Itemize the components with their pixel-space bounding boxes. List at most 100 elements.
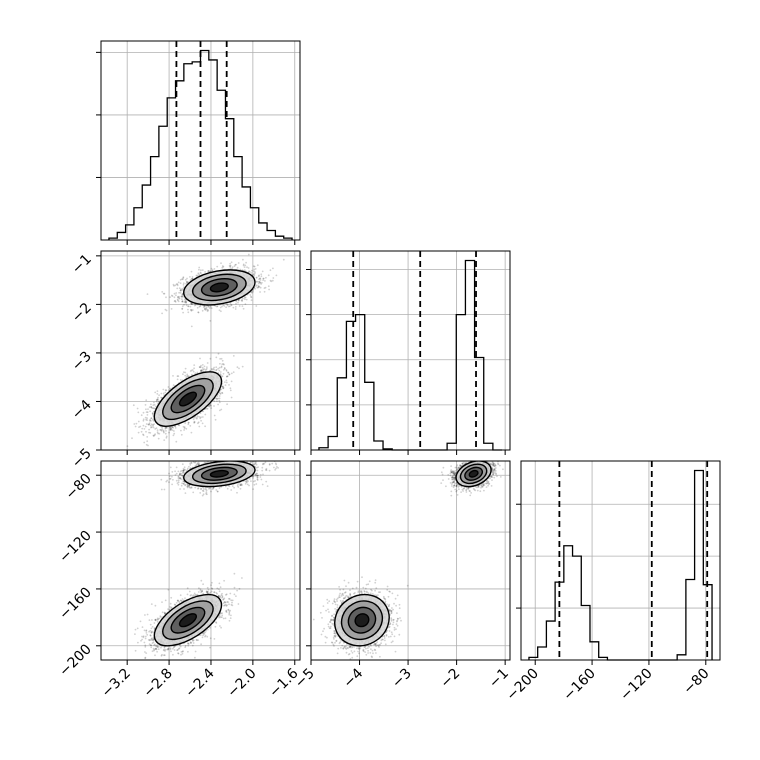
sample-point xyxy=(145,443,148,446)
sample-point xyxy=(145,418,148,421)
sample-point xyxy=(198,425,201,428)
sample-point xyxy=(159,429,162,431)
sample-point xyxy=(271,279,274,282)
sample-point xyxy=(177,296,179,299)
sample-point xyxy=(282,258,285,261)
sample-point xyxy=(205,368,207,371)
sample-point xyxy=(229,264,232,267)
sample-point xyxy=(153,407,155,410)
sample-point xyxy=(186,277,188,280)
sample-point xyxy=(150,417,153,419)
sample-point xyxy=(222,385,224,388)
sample-point xyxy=(191,277,194,280)
sample-point xyxy=(225,369,228,371)
sample-point xyxy=(223,367,226,370)
sample-point xyxy=(246,266,248,269)
sample-point xyxy=(173,285,175,287)
sample-point xyxy=(205,307,207,310)
sample-point xyxy=(181,300,184,303)
sample-point xyxy=(148,406,151,408)
sample-point xyxy=(241,299,244,301)
sample-point xyxy=(259,279,262,281)
sample-point xyxy=(176,283,179,286)
sample-point xyxy=(163,292,166,295)
sample-point xyxy=(216,265,219,268)
sample-point xyxy=(152,404,155,406)
sample-point xyxy=(173,430,175,432)
sample-point xyxy=(221,392,224,394)
sample-point xyxy=(164,308,167,311)
sample-point xyxy=(221,363,224,366)
sample-point xyxy=(237,301,239,304)
sample-point xyxy=(152,423,155,426)
sample-point xyxy=(263,287,266,289)
sample-point xyxy=(161,312,164,315)
sample-point xyxy=(252,273,255,276)
sample-point xyxy=(145,408,147,411)
sample-point xyxy=(189,279,192,281)
sample-point xyxy=(209,270,212,273)
sample-point xyxy=(178,295,180,298)
sample-point xyxy=(225,306,228,309)
sample-point xyxy=(218,399,221,402)
sample-point xyxy=(219,393,222,395)
sample-point xyxy=(215,366,218,369)
sample-point xyxy=(160,392,163,395)
sample-point xyxy=(226,375,229,378)
sample-point xyxy=(253,272,256,275)
sample-point xyxy=(197,422,199,425)
sample-point xyxy=(152,425,154,427)
sample-point xyxy=(236,366,239,369)
sample-point xyxy=(208,307,211,309)
sample-point xyxy=(156,393,159,395)
sample-point xyxy=(177,375,180,377)
sample-point xyxy=(187,305,190,308)
sample-point xyxy=(158,394,161,397)
sample-point xyxy=(211,269,214,271)
sample-point xyxy=(170,428,172,430)
sample-point xyxy=(179,278,182,281)
sample-point xyxy=(138,426,140,428)
sample-point xyxy=(263,290,266,293)
sample-point xyxy=(262,277,265,280)
sample-point xyxy=(226,403,229,406)
sample-point xyxy=(253,270,255,272)
sample-point xyxy=(162,429,165,432)
sample-point xyxy=(200,370,203,373)
sample-point xyxy=(237,262,240,264)
sample-point xyxy=(184,367,187,370)
sample-point xyxy=(242,258,244,261)
sample-point xyxy=(269,269,272,272)
sample-point xyxy=(215,398,218,400)
sample-point xyxy=(195,274,198,277)
sample-point xyxy=(201,369,204,372)
sample-point xyxy=(180,295,183,298)
sample-point xyxy=(228,373,231,376)
sample-point xyxy=(210,267,213,270)
sample-point xyxy=(155,398,158,401)
sample-point xyxy=(163,431,165,434)
sample-point xyxy=(175,292,178,294)
sample-point xyxy=(213,368,216,371)
sample-point xyxy=(181,295,184,298)
sample-point xyxy=(148,422,151,424)
sample-point xyxy=(149,424,152,427)
sample-point xyxy=(176,375,179,377)
sample-point xyxy=(174,425,177,428)
sample-point xyxy=(161,426,163,429)
sample-point xyxy=(203,305,206,308)
sample-point xyxy=(193,421,196,424)
sample-point xyxy=(235,300,238,303)
sample-point xyxy=(208,270,210,272)
sample-point xyxy=(259,291,261,293)
sample-point xyxy=(206,308,209,311)
sample-point xyxy=(258,281,260,283)
sample-point xyxy=(181,298,183,300)
sample-point xyxy=(157,396,159,399)
sample-point xyxy=(251,291,253,294)
sample-point xyxy=(133,423,136,425)
sample-point xyxy=(250,272,253,274)
sample-point xyxy=(268,288,270,291)
sample-point xyxy=(204,425,207,428)
